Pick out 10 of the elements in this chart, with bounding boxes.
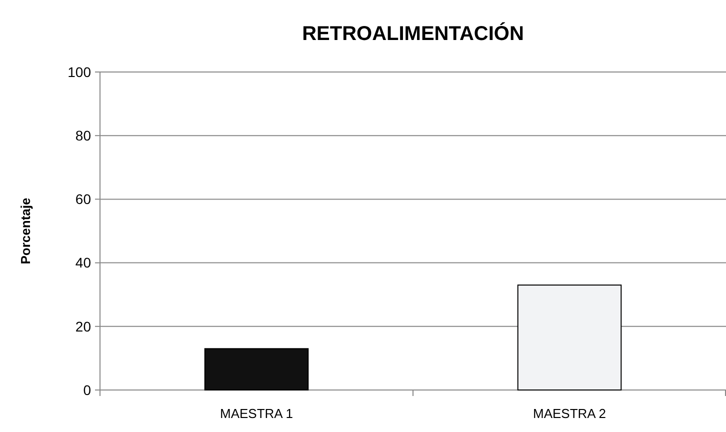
y-tick-label: 60 [75, 191, 92, 208]
y-tick-label: 20 [75, 318, 92, 334]
x-tick-label: MAESTRA 1 [220, 406, 293, 421]
y-axis-title: Porcentaje [18, 198, 33, 264]
y-tick-label: 40 [75, 254, 92, 271]
chart-title: RETROALIMENTACIÓN [302, 22, 524, 45]
y-tick-label: 0 [83, 382, 92, 398]
y-tick-label: 100 [68, 64, 92, 80]
x-tick-label: MAESTRA 2 [533, 406, 606, 421]
y-tick-label: 80 [75, 128, 92, 144]
